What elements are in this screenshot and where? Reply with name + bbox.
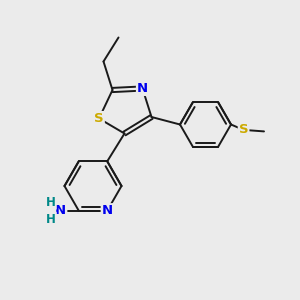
Text: S: S [94,112,104,125]
Text: N: N [137,82,148,95]
Text: H: H [46,196,56,209]
Text: N: N [55,204,66,217]
Text: N: N [102,204,113,217]
Text: H: H [46,213,56,226]
Text: S: S [239,123,248,136]
